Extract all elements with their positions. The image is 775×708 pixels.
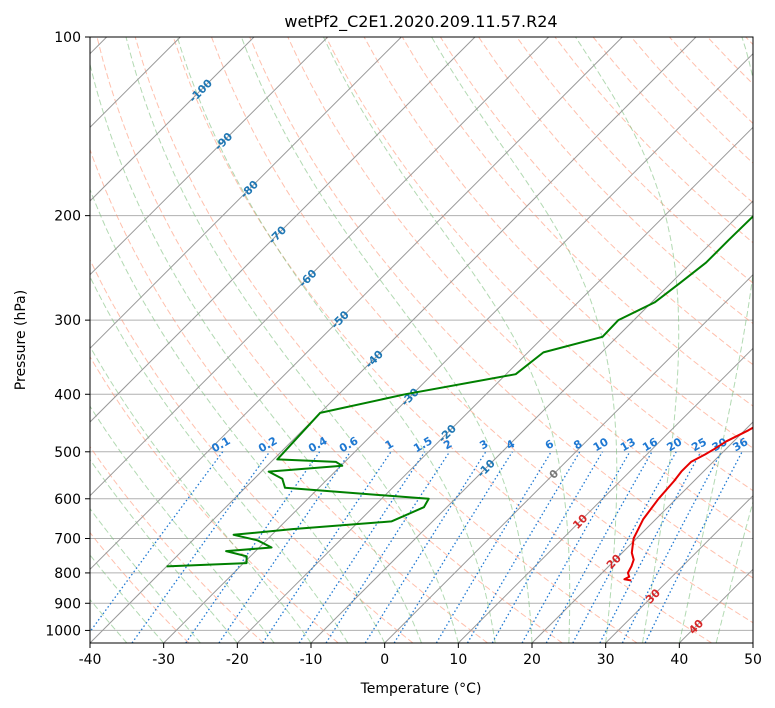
isotherm [90,37,623,571]
moist-adiabat [90,345,312,643]
mixing-ratio-line [298,451,426,643]
mixing-ratio-line [572,451,677,643]
dry-adiabat [90,148,488,643]
isotherms [90,37,753,643]
moist-adiabat [323,37,571,643]
dry-adiabat [211,37,753,624]
x-tick-label: 30 [597,652,615,668]
mixing-ratio-line [185,451,321,643]
plot-area: -100-90-80-70-60-50-40-30-20-10 010203040… [90,37,753,643]
x-tick-label: 40 [670,652,688,668]
x-axis: -40 -30 -20 -10 0 10 20 30 40 50 [79,643,762,668]
isotherm [90,37,402,350]
mixing-ratio-line [545,451,653,643]
isotherm [236,126,753,643]
isotherm [605,494,753,643]
y-tick-label: 500 [54,445,81,461]
x-tick-label: -10 [300,652,323,668]
mixing-ratio-line [90,451,224,633]
dry-adiabat [96,37,563,643]
moist-adiabat [90,458,238,643]
dry-adiabat [439,37,753,366]
x-tick-label: -40 [79,652,102,668]
isotherm [90,37,329,276]
mixing-ratio-line [435,451,552,643]
y-tick-label: 300 [54,313,81,329]
mixing-ratio-line [262,451,392,643]
isotherm [90,37,550,497]
dewpoint-line [166,214,753,568]
dry-adiabat [90,531,190,643]
moist-adiabat [90,62,422,643]
y-tick-label: 600 [54,492,81,508]
y-tick-label: 700 [54,532,81,548]
mixing-ratio-line [521,451,631,643]
moist-adiabats [90,37,753,643]
mixing-ratio-line [325,451,451,643]
moist-adiabat [90,405,275,643]
isotherm [310,200,753,643]
x-tick-label: -30 [152,652,175,668]
moist-adiabat [90,598,128,643]
dry-adiabat [401,37,753,407]
chart-title: wetPf2_C2E1.2020.209.11.57.R24 [284,12,557,32]
isotherm [163,52,753,643]
moist-adiabat [90,554,165,643]
moist-adiabat [678,37,753,643]
dry-adiabat [134,37,638,643]
isotherm [384,273,753,643]
mixing-ratio-line [218,451,351,643]
temperature-line [623,426,753,582]
isotherm [90,37,255,202]
y-axis-title: Pressure (hPa) [13,290,29,390]
moist-adiabat [575,37,680,643]
moist-adiabat [90,188,386,643]
mixing-ratio-line [644,451,743,643]
x-tick-label: 10 [449,652,467,668]
moist-adiabat [240,37,533,643]
y-tick-label: 900 [54,596,81,612]
dry-adiabat [249,37,753,579]
y-tick-label: 200 [54,209,81,225]
dry-adiabat [90,445,264,643]
plot-background [90,37,753,643]
plot-frame [89,36,754,644]
x-tick-label: 50 [744,652,762,668]
y-tick-label: 100 [54,30,81,46]
isotherm [90,37,476,423]
y-tick-label: 1000 [45,623,81,639]
isotherm [90,37,697,643]
dry-adiabat [516,37,753,284]
y-tick-label: 400 [54,387,81,403]
isotherm [752,642,753,643]
moist-adiabat [90,507,201,643]
y-axis: 100 200 300 400 500 600 700 800 900 1000 [45,30,90,639]
mixing-ratio-line [599,451,702,643]
isotherm [457,347,753,643]
profile-series [166,214,753,582]
moist-adiabat [431,37,618,643]
y-tick-label: 800 [54,566,81,582]
mixing-ratio-line [364,451,487,643]
x-tick-label: 0 [380,652,389,668]
moist-adiabat [125,37,459,643]
moist-adiabat [176,37,496,643]
x-axis-title: Temperature (°C) [360,681,482,697]
dry-adiabat [90,355,339,643]
moist-adiabat [90,275,349,643]
x-tick-label: -20 [226,652,249,668]
mixing-ratio-lines [90,451,743,643]
x-tick-label: 20 [523,652,541,668]
